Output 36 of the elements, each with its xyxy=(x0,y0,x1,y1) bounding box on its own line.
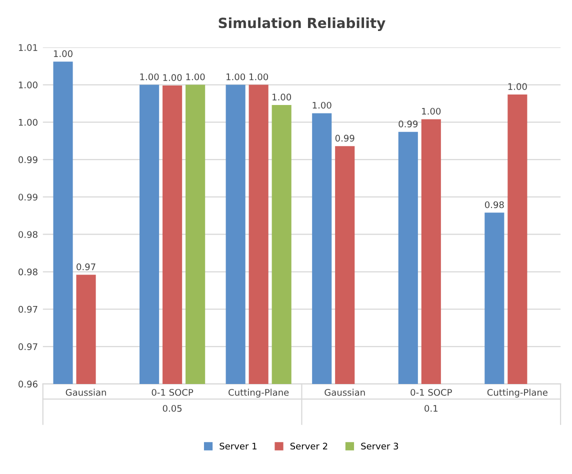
y-tick-label: 1.00 xyxy=(18,82,38,88)
text: 0.05 xyxy=(162,404,182,412)
y-tick-label: 0.97 xyxy=(18,343,38,350)
data-label: 1.00 xyxy=(140,73,159,80)
y-tick-label: 0.98 xyxy=(18,231,38,238)
x-tick-label: Cutting-Plane xyxy=(228,388,289,398)
data-label: 1.00 xyxy=(250,73,268,80)
y-tick-label: 1.01 xyxy=(18,44,38,51)
data-label: 0.97 xyxy=(76,263,96,270)
legend-label: Server 3 xyxy=(361,442,398,450)
x-tick-label: Gaussian xyxy=(324,388,365,396)
data-label: 1.00 xyxy=(54,50,72,58)
data-label: 1.00 xyxy=(186,73,205,80)
y-tick-label: 0.99 xyxy=(18,194,38,201)
data-label: 0.99 xyxy=(398,120,418,128)
data-label: 1.00 xyxy=(422,108,441,115)
data-label: 0.98 xyxy=(484,201,504,208)
legend-label: Server 2 xyxy=(290,442,328,450)
y-tick-label: 0.97 xyxy=(18,306,38,313)
text: 0.1 xyxy=(424,404,438,412)
x-tick-label: Gaussian xyxy=(66,388,106,396)
data-label: 1.00 xyxy=(226,73,246,80)
y-tick-label: 0.99 xyxy=(18,156,38,164)
y-tick-label: 0.98 xyxy=(18,268,38,276)
data-label: 1.00 xyxy=(163,74,182,82)
x-tick-label: 0-1 SOCP xyxy=(410,388,452,396)
legend-label: Server 1 xyxy=(220,442,257,450)
data-label: 0.99 xyxy=(335,134,354,142)
y-tick-label: 1.00 xyxy=(18,118,38,126)
y-tick-label: 0.96 xyxy=(18,380,38,388)
data-label: 1.00 xyxy=(272,94,292,100)
data-label: 1.00 xyxy=(312,102,332,109)
x-tick-label: 0-1 SOCP xyxy=(152,388,194,396)
data-label: 1.00 xyxy=(508,83,527,90)
chart-title: Simulation Reliability xyxy=(218,17,386,31)
x-tick-label: Cutting-Plane xyxy=(487,388,548,398)
